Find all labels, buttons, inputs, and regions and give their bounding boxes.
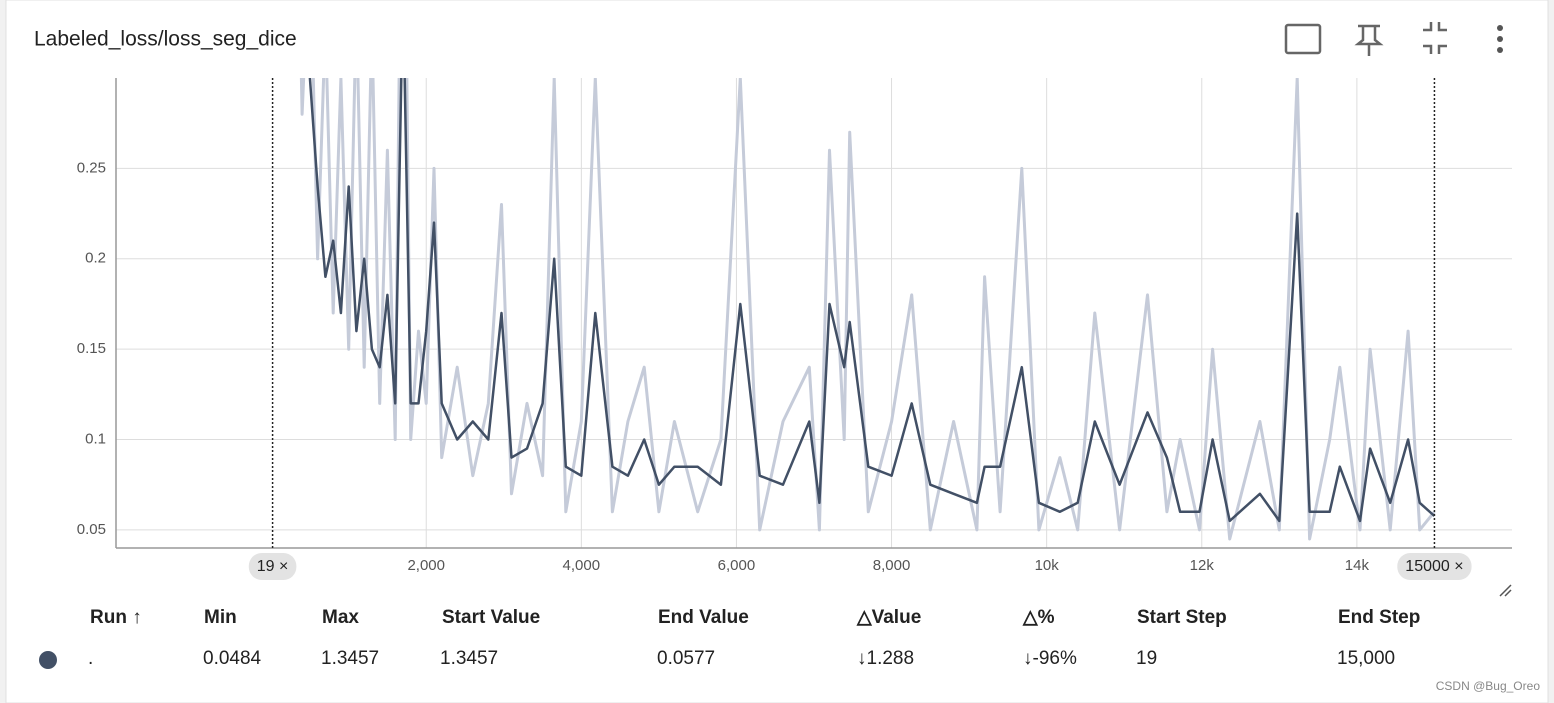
chart-title: Labeled_loss/loss_seg_dice [34,28,297,51]
table-header: End Value [658,607,749,628]
x-tick-label: 8,000 [873,557,911,574]
table-cell: ↓1.288 [857,648,914,669]
run-dot [39,651,57,669]
smoothed-line [308,78,1436,523]
watermark: CSDN @Bug_Oreo [1436,679,1541,693]
x-tick-label: 14k [1345,557,1370,574]
table-cell: 15,000 [1337,648,1395,669]
y-tick-label: 0.2 [85,250,106,267]
table-header: Start Value [442,607,540,628]
table-cell: 1.3457 [440,648,498,669]
table-header: Run ↑ [90,607,142,628]
range-chip [248,553,297,580]
raw-line [299,78,1436,541]
table-cell: 0.0484 [203,648,262,669]
table-cell: . [88,648,93,669]
x-tick-label: 12k [1190,557,1215,574]
y-tick-label: 0.25 [77,159,106,176]
pin-button[interactable] [1354,24,1384,56]
table-header: End Step [1338,607,1420,628]
x-tick-label: 10k [1035,557,1060,574]
toolbar [1284,22,1503,56]
y-tick-label: 0.1 [85,431,106,448]
menu-button[interactable] [1497,25,1503,53]
table-cell: 1.3457 [321,648,379,669]
fit-button[interactable] [1284,23,1322,55]
range-chip-label: 19 × [257,558,289,575]
table-cell: 19 [1136,648,1157,669]
range-chip-label: 15000 × [1405,558,1463,575]
table-cell: ↓-96% [1023,648,1077,669]
y-tick-label: 0.15 [77,340,106,357]
table-header: △Value [856,607,921,628]
table-header: Min [204,607,237,628]
table-header: △% [1022,607,1055,628]
table-header: Max [322,607,359,628]
card [5,0,1549,703]
range-chip [1397,553,1472,580]
y-tick-label: 0.05 [77,521,106,538]
collapse-button[interactable] [1423,22,1447,54]
table-cell: 0.0577 [657,648,715,669]
x-tick-label: 2,000 [407,557,445,574]
x-tick-label: 6,000 [718,557,756,574]
resize-handle[interactable] [1499,584,1512,597]
plot-lines [299,78,1436,541]
x-tick-label: 4,000 [563,557,601,574]
table-header: Start Step [1137,607,1227,628]
